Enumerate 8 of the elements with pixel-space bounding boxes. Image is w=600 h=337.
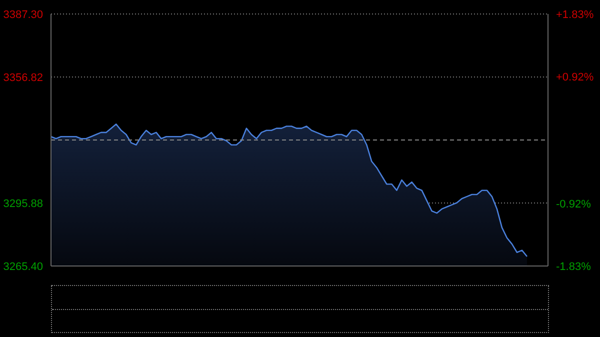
y2-tick-label: +0.92%: [556, 72, 594, 84]
y-tick-label: 3356.82: [3, 72, 43, 84]
y2-tick-label: -1.83%: [556, 261, 592, 273]
y-tick-label: 3295.88: [3, 198, 43, 210]
y-tick-label: 3387.30: [3, 9, 43, 21]
y-tick-label: 3265.40: [3, 261, 43, 273]
y2-tick-label: -0.92%: [556, 198, 592, 210]
y2-tick-label: +1.83%: [556, 9, 594, 21]
